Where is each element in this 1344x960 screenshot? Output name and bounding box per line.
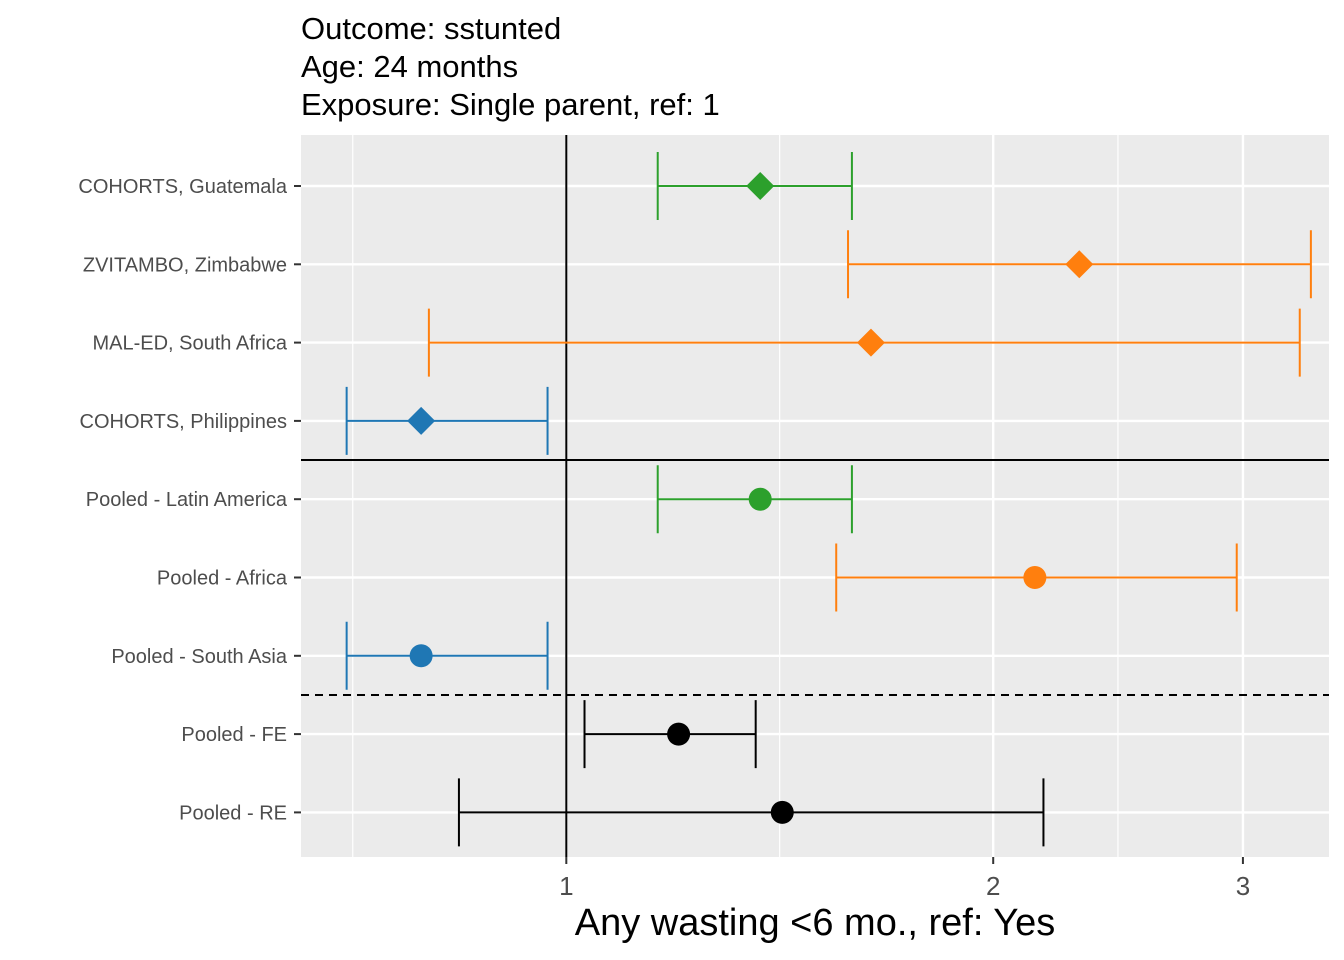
y-axis-label: Pooled - South Asia (111, 646, 288, 668)
y-axis-label: MAL-ED, South Africa (92, 333, 287, 355)
x-tick-label: 1 (559, 871, 573, 901)
x-tick-label: 2 (986, 871, 1000, 901)
point-estimate-circle (1023, 566, 1047, 589)
y-axis-label: ZVITAMBO, Zimbabwe (83, 254, 287, 276)
point-estimate-diamond (856, 328, 885, 357)
point-estimate-diamond (746, 172, 775, 200)
chart-title: Outcome: sstunted Age: 24 months Exposur… (301, 10, 720, 124)
title-line-age: Age: 24 months (301, 49, 519, 84)
point-estimate-diamond (407, 406, 436, 435)
y-axis-label: Pooled - Latin America (86, 489, 288, 511)
plot-panel (301, 135, 1329, 857)
y-axis-label: Pooled - Africa (157, 568, 288, 590)
title-line-outcome: Outcome: sstunted (301, 11, 562, 46)
y-axis-label: COHORTS, Philippines (80, 411, 287, 433)
y-axis-label: Pooled - FE (181, 724, 287, 746)
y-axis-label: COHORTS, Guatemala (78, 176, 287, 198)
point-estimate-diamond (1065, 250, 1094, 279)
x-axis-title: Any wasting <6 mo., ref: Yes (575, 902, 1056, 944)
y-axis-label: Pooled - RE (179, 802, 287, 824)
point-estimate-circle (748, 487, 772, 511)
point-estimate-circle (409, 644, 433, 668)
title-line-exposure: Exposure: Single parent, ref: 1 (301, 87, 720, 122)
x-tick-label: 3 (1236, 871, 1250, 901)
point-estimate-circle (667, 722, 691, 746)
point-estimate-circle (770, 800, 794, 824)
